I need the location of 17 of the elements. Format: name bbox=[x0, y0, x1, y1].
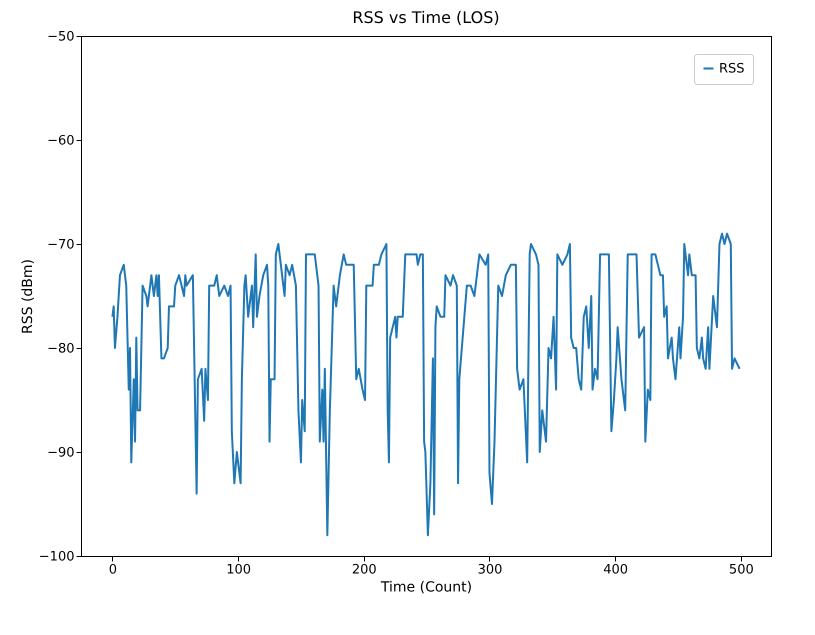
y-tick-label: −70 bbox=[47, 238, 74, 252]
chart-title: RSS vs Time (LOS) bbox=[352, 8, 500, 27]
y-tick-label: −60 bbox=[47, 134, 74, 148]
x-axis-title: Time (Count) bbox=[380, 580, 472, 596]
x-tick-label: 0 bbox=[108, 562, 118, 578]
y-tick-label: −50 bbox=[47, 30, 74, 44]
y-tick-label: −80 bbox=[47, 342, 74, 356]
y-axis-title: RSS (dBm) bbox=[20, 258, 36, 334]
y-tick-label: −90 bbox=[47, 446, 74, 460]
x-tick-label: 400 bbox=[603, 562, 628, 578]
x-tick-label: 100 bbox=[226, 562, 252, 578]
x-tick-label: 200 bbox=[352, 562, 377, 578]
legend-label: RSS bbox=[719, 62, 745, 76]
y-tick-label: −100 bbox=[38, 550, 74, 564]
x-tick-label: 500 bbox=[728, 562, 754, 578]
x-tick-label: 300 bbox=[478, 562, 502, 578]
line-series bbox=[111, 232, 741, 536]
